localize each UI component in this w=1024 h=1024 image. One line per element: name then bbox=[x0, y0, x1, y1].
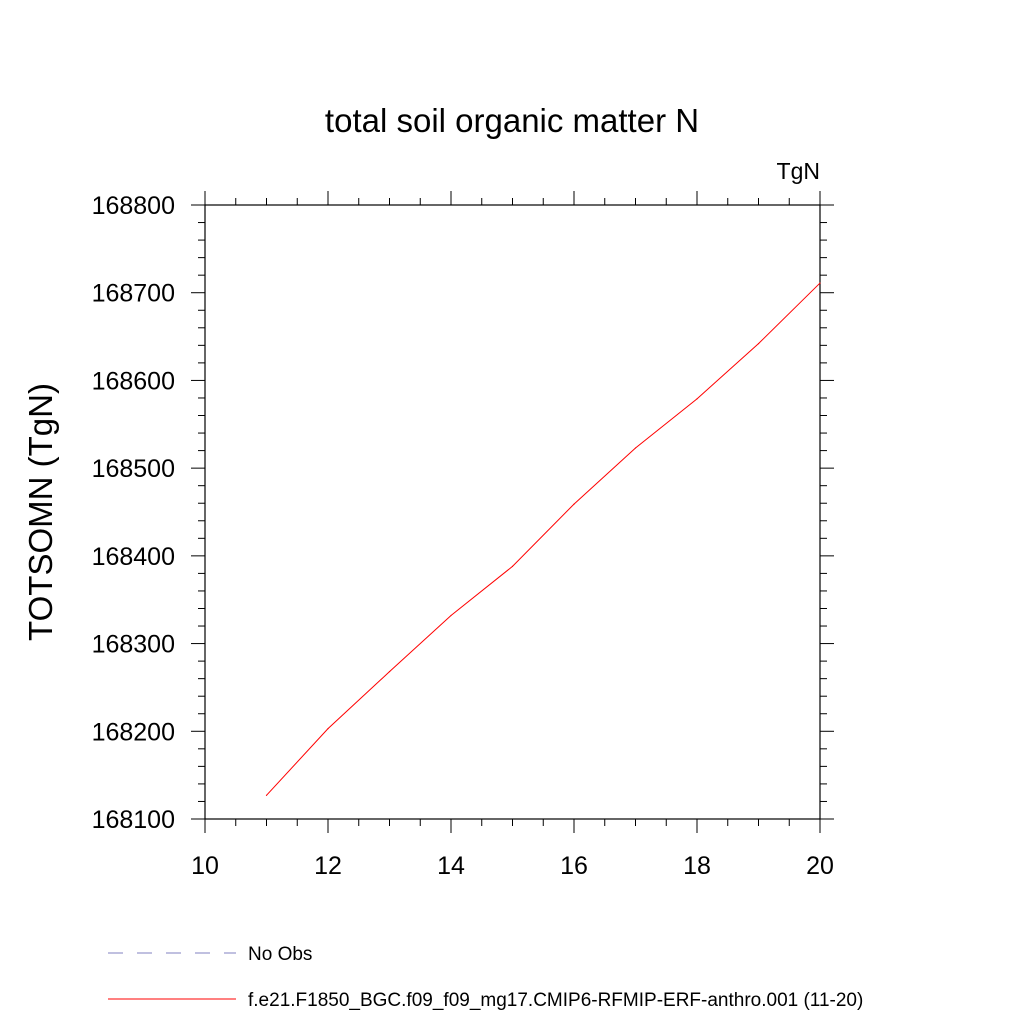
y-tick-label: 168200 bbox=[92, 718, 175, 746]
plot-area: 10 12 14 16 18 20 168100 168200 168300 168400 1685… bbox=[92, 191, 834, 880]
y-tick-label: 168400 bbox=[92, 543, 175, 571]
y-tick-label: 168100 bbox=[92, 806, 175, 834]
data-point bbox=[696, 398, 698, 400]
y-axis-label: TOTSOMN (TgN) bbox=[22, 383, 59, 641]
legend-label: No Obs bbox=[248, 944, 312, 965]
chart-title: total soil organic matter N bbox=[325, 102, 699, 139]
legend-label: f.e21.F1850_BGC.f09_f09_mg17.CMIP6-RFMIP… bbox=[248, 990, 863, 1011]
data-point bbox=[265, 794, 268, 796]
plot-frame bbox=[204, 204, 821, 820]
y-tick-label: 168800 bbox=[92, 192, 175, 220]
x-tick-label: 12 bbox=[314, 852, 342, 880]
data-point bbox=[634, 447, 637, 449]
y-tick-label: 168700 bbox=[92, 280, 175, 308]
data-point bbox=[388, 671, 391, 673]
x-tick-label: 20 bbox=[806, 852, 834, 880]
data-point bbox=[757, 342, 760, 345]
x-tick-label: 16 bbox=[560, 852, 588, 880]
y-tick-label: 168500 bbox=[92, 455, 175, 483]
data-point bbox=[511, 565, 514, 567]
x-tick-label: 14 bbox=[437, 852, 465, 880]
data-point bbox=[327, 728, 329, 730]
y-tick-label: 168300 bbox=[92, 631, 175, 659]
series-line bbox=[266, 282, 821, 796]
x-tick-label: 10 bbox=[191, 852, 219, 880]
y-tick-label: 168600 bbox=[92, 367, 175, 395]
legend: No Obs f.e21.F1850_BGC.f09_f09_mg17.CMIP6… bbox=[108, 944, 863, 1011]
data-point bbox=[819, 282, 821, 284]
data-point bbox=[450, 614, 452, 617]
x-tick-label: 18 bbox=[683, 852, 711, 880]
data-point bbox=[573, 503, 575, 505]
units-label: TgN bbox=[777, 158, 820, 184]
